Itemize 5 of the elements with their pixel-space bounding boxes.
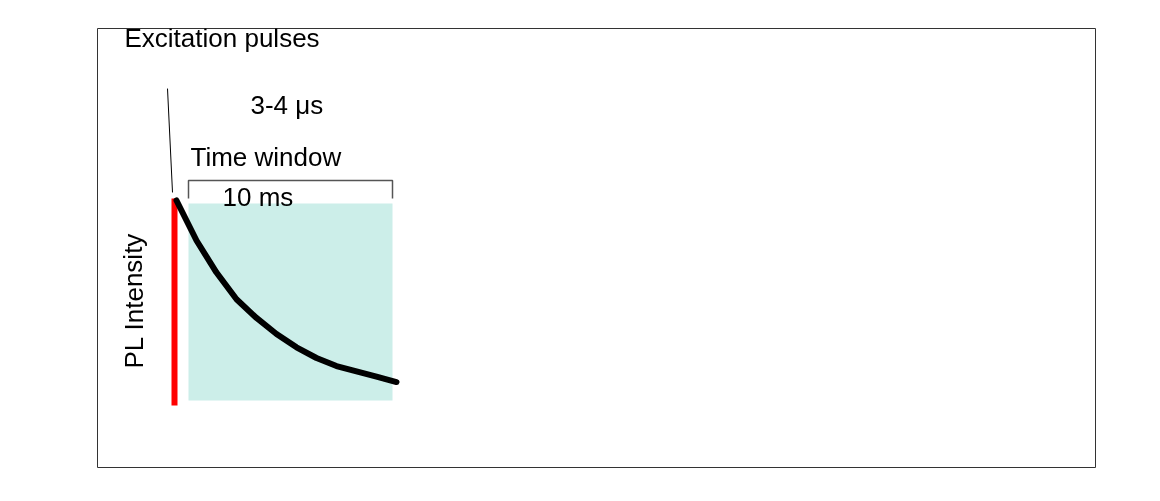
- y-axis-title: PL Intensity: [118, 233, 149, 369]
- text: Time window: [190, 142, 342, 173]
- annotation: 10 ms: [222, 182, 294, 213]
- text: Excitation pulses: [124, 22, 320, 53]
- text: 3-4 μs: [250, 90, 324, 121]
